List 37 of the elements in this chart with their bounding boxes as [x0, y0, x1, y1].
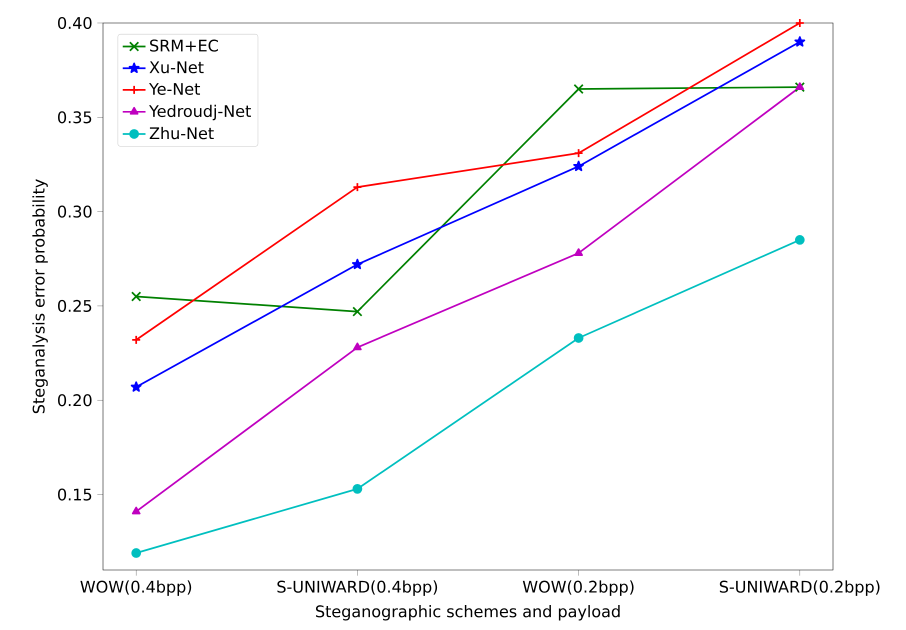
legend-label: Yedroudj-Net [149, 104, 251, 120]
point [352, 306, 363, 317]
point [794, 36, 806, 47]
point [574, 333, 584, 343]
y-tick-label: 0.15 [58, 488, 92, 501]
point [795, 82, 804, 90]
point [131, 335, 142, 345]
point [130, 381, 142, 392]
point [574, 248, 583, 256]
y-tick-label: 0.25 [58, 300, 92, 312]
point [574, 84, 584, 94]
x-tick-label: WOW(0.4bpp) [80, 580, 192, 596]
y-axis-title: Steganalysis error probability [32, 179, 48, 414]
point [131, 548, 142, 558]
y-tick-label: 0.40 [58, 16, 92, 30]
point [132, 506, 141, 514]
y-tick-label: 0.20 [58, 394, 92, 406]
point [353, 342, 362, 350]
legend-label: SRM+EC [150, 40, 218, 52]
point [352, 484, 362, 494]
x-tick-label: S-UNIWARD(0.4bpp) [277, 580, 438, 596]
legend-label: Xu-Net [150, 61, 204, 74]
legend-label: Ye-Net [149, 83, 200, 95]
point [573, 160, 584, 172]
point [794, 18, 805, 28]
point [794, 235, 805, 245]
point [574, 148, 584, 158]
point [352, 258, 363, 270]
y-tick-label: 0.30 [58, 206, 92, 218]
x-tick-label: WOW(0.2bpp) [522, 580, 634, 596]
legend-label: Zhu-Net [150, 126, 214, 140]
point [131, 291, 142, 302]
point [794, 82, 805, 92]
point [352, 182, 362, 192]
x-tick-label: S-UNIWARD(0.2bpp) [720, 580, 880, 596]
y-tick-label: 0.35 [58, 111, 92, 124]
x-axis-title: Steganographic schemes and payload [316, 605, 620, 621]
